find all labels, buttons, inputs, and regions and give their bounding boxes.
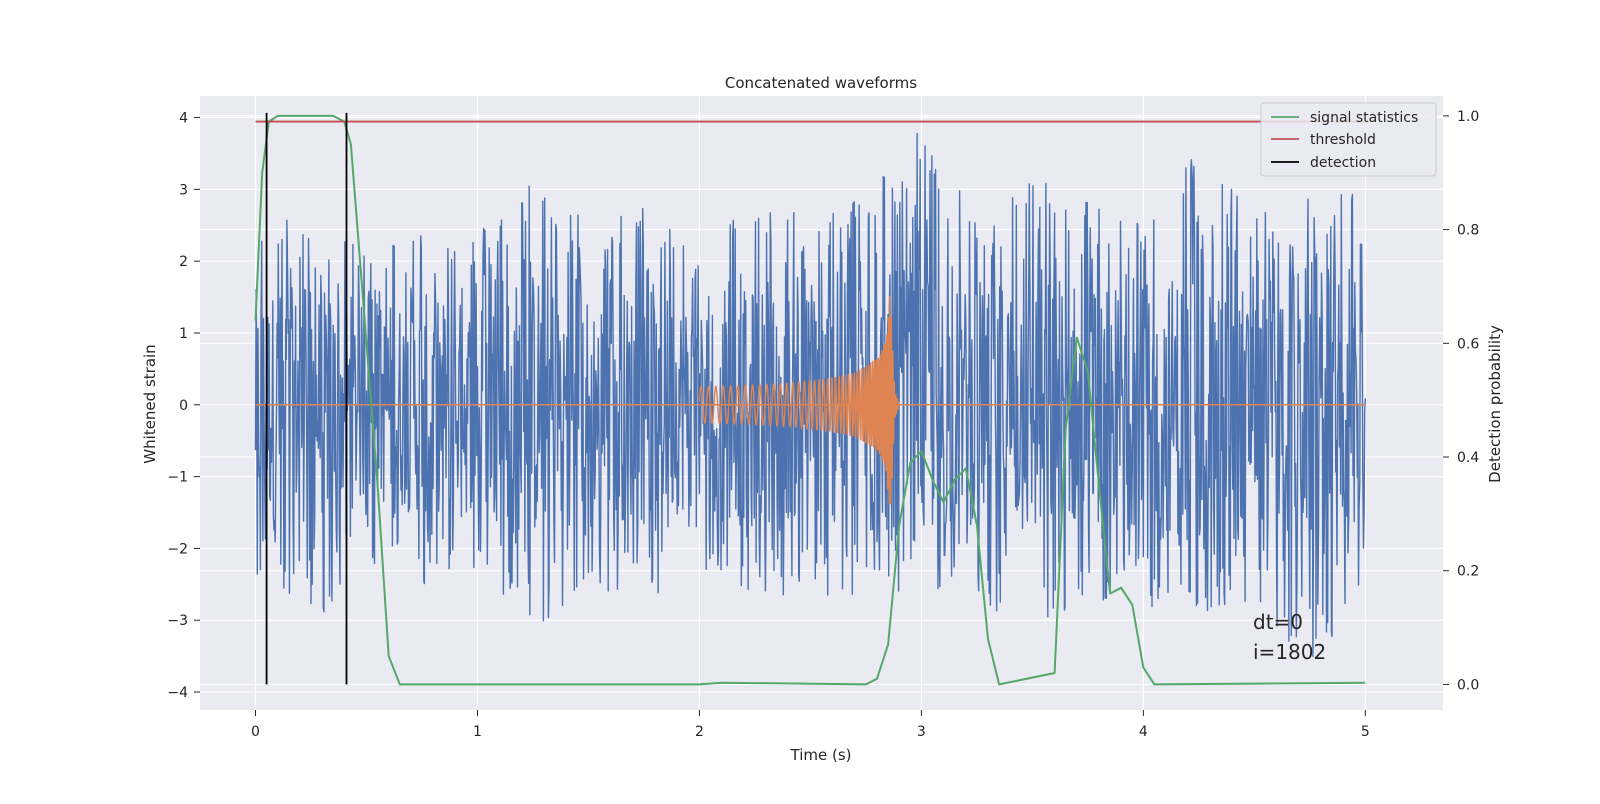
y-right-tick-label: 0.8: [1457, 223, 1479, 239]
y-right-tick-label: 0.2: [1457, 564, 1479, 580]
annotation-dt: dt=0: [1253, 610, 1303, 634]
y-tick-label: 3: [179, 182, 188, 198]
strain-series: [254, 132, 1366, 657]
y-axis-label-right: Detection probability: [1486, 325, 1504, 483]
y-tick-label: 0: [179, 398, 188, 414]
x-tick-label: 1: [473, 724, 482, 740]
legend-label-signal-statistics: signal statistics: [1310, 110, 1418, 126]
x-tick-label: 4: [1139, 724, 1148, 740]
x-tick-label: 3: [917, 724, 926, 740]
signal-statistics-series: [254, 114, 1366, 686]
x-tick-label: 2: [695, 724, 704, 740]
legend-box: [1260, 102, 1437, 177]
y-right-tick-label: 0.6: [1457, 336, 1479, 352]
chart-title: Concatenated waveforms: [725, 74, 917, 92]
x-tick-label: 5: [1361, 724, 1370, 740]
axis-ticks: 0 1 2 3 4 5 −4 −3 −2 −1 0 1 2 3 4 0.0 0.2 0.4 0.6 0.8 1.0: [167, 109, 1479, 740]
y-tick-label: −4: [167, 685, 188, 701]
y-right-tick-label: 0.4: [1457, 450, 1479, 466]
y-tick-label: 2: [179, 254, 188, 270]
legend: signal statistics threshold detection: [1260, 102, 1437, 177]
y-tick-label: 1: [179, 326, 188, 342]
strain-line: [254, 132, 1366, 657]
x-tick-label: 0: [251, 724, 260, 740]
y-tick-label: 4: [179, 111, 188, 127]
y-tick-label: −3: [167, 613, 188, 629]
signal-statistics-line: [254, 114, 1366, 686]
x-axis-label: Time (s): [790, 746, 852, 764]
y-tick-label: −1: [167, 470, 188, 486]
y-axis-label-left: Whitened strain: [141, 344, 159, 463]
injection-series: [255, 295, 1366, 505]
detection-series: [265, 112, 348, 685]
injection-line: [698, 295, 900, 505]
annotation-i: i=1802: [1253, 640, 1326, 664]
y-right-tick-label: 1.0: [1457, 109, 1479, 125]
y-right-tick-label: 0.0: [1457, 677, 1479, 693]
legend-label-detection: detection: [1310, 155, 1376, 171]
y-tick-label: −2: [167, 541, 188, 557]
legend-label-threshold: threshold: [1310, 132, 1376, 148]
